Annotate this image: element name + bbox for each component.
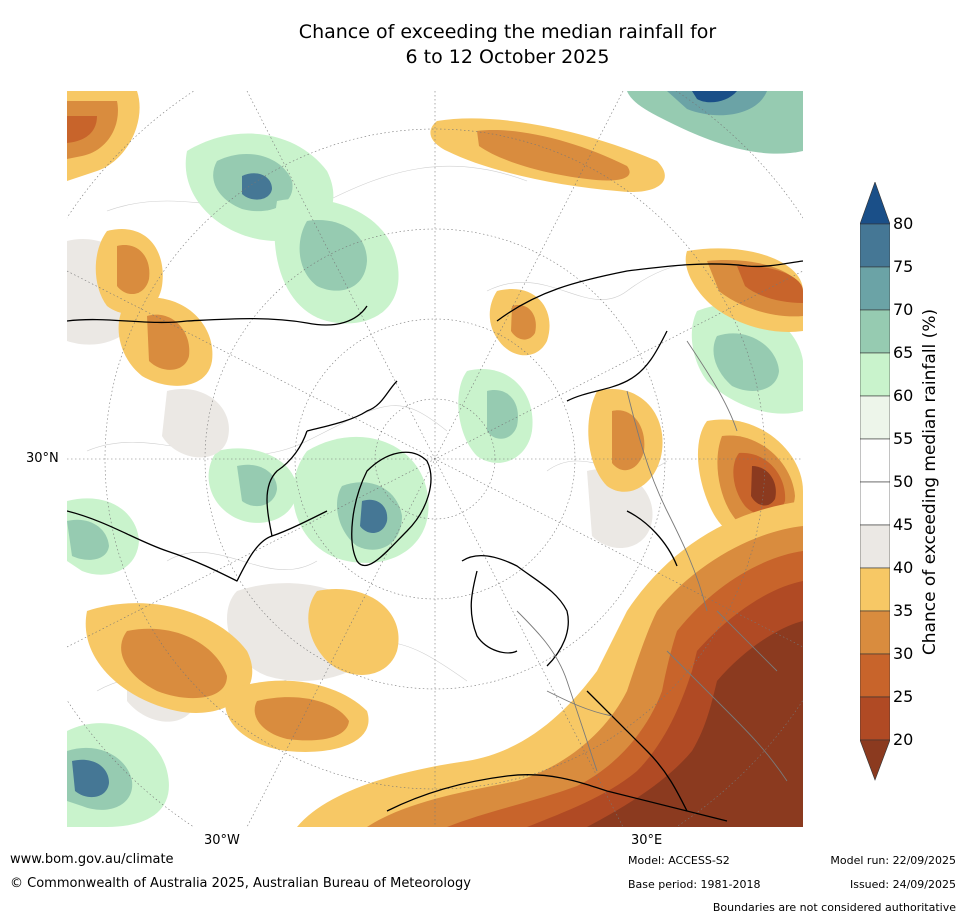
title-line-1: Chance of exceeding the median rainfall … xyxy=(298,21,717,43)
colorbar-band-25-30 xyxy=(859,653,891,698)
colorbar-band-35-40 xyxy=(859,567,891,612)
colorbar-tick-55: 55 xyxy=(893,429,914,448)
website-link[interactable]: www.bom.gov.au/climate xyxy=(10,852,174,867)
copyright-text: © Commonwealth of Australia 2025, Austra… xyxy=(10,876,471,891)
colorbar-tick-40: 40 xyxy=(893,558,914,577)
colorbar-band-70-75 xyxy=(859,266,891,311)
colorbar xyxy=(859,181,891,782)
model-text: Model: ACCESS-S2 xyxy=(628,854,730,867)
colorbar-label: Chance of exceeding median rainfall (%) xyxy=(920,308,940,656)
colorbar-band-20-25 xyxy=(859,696,891,741)
wet-regions xyxy=(67,91,803,827)
model-run-text: Model run: 22/09/2025 xyxy=(830,854,956,867)
colorbar-tick-65: 65 xyxy=(893,343,914,362)
graticule xyxy=(67,91,803,827)
colorbar-svg xyxy=(859,181,891,781)
colorbar-tick-45: 45 xyxy=(893,515,914,534)
colorbar-tick-70: 70 xyxy=(893,300,914,319)
borders xyxy=(516,340,788,782)
colorbar-band-55-60 xyxy=(859,395,891,440)
colorbar-tick-60: 60 xyxy=(893,386,914,405)
base-period-text: Base period: 1981-2018 xyxy=(628,878,761,891)
colorbar-top-arrow xyxy=(859,181,891,225)
colorbar-tick-35: 35 xyxy=(893,601,914,620)
coastlines xyxy=(67,260,803,822)
colorbar-band-75-80 xyxy=(859,223,891,268)
issued-text: Issued: 24/09/2025 xyxy=(849,878,956,891)
map-svg xyxy=(67,91,803,827)
colorbar-tick-25: 25 xyxy=(893,687,914,706)
colorbar-tick-50: 50 xyxy=(893,472,914,491)
colorbar-bottom-arrow xyxy=(859,739,891,781)
lat-label-30n: 30°N xyxy=(26,451,59,466)
chart-title: Chance of exceeding the median rainfall … xyxy=(0,20,965,70)
colorbar-tick-80: 80 xyxy=(893,214,914,233)
title-line-2: 6 to 12 October 2025 xyxy=(405,46,610,68)
colorbar-band-40-45 xyxy=(859,524,891,569)
colorbar-band-45-50 xyxy=(859,481,891,526)
forecast-map xyxy=(67,91,803,827)
colorbar-tick-20: 20 xyxy=(893,730,914,749)
disclaimer-text: Boundaries are not considered authoritat… xyxy=(712,901,956,914)
colorbar-band-50-55 xyxy=(859,438,891,483)
colorbar-tick-75: 75 xyxy=(893,257,914,276)
lon-label-30w: 30°W xyxy=(204,833,240,848)
colorbar-band-60-65 xyxy=(859,352,891,397)
colorbar-band-30-35 xyxy=(859,610,891,655)
colorbar-band-65-70 xyxy=(859,309,891,354)
lon-label-30e: 30°E xyxy=(631,833,663,848)
colorbar-tick-30: 30 xyxy=(893,644,914,663)
